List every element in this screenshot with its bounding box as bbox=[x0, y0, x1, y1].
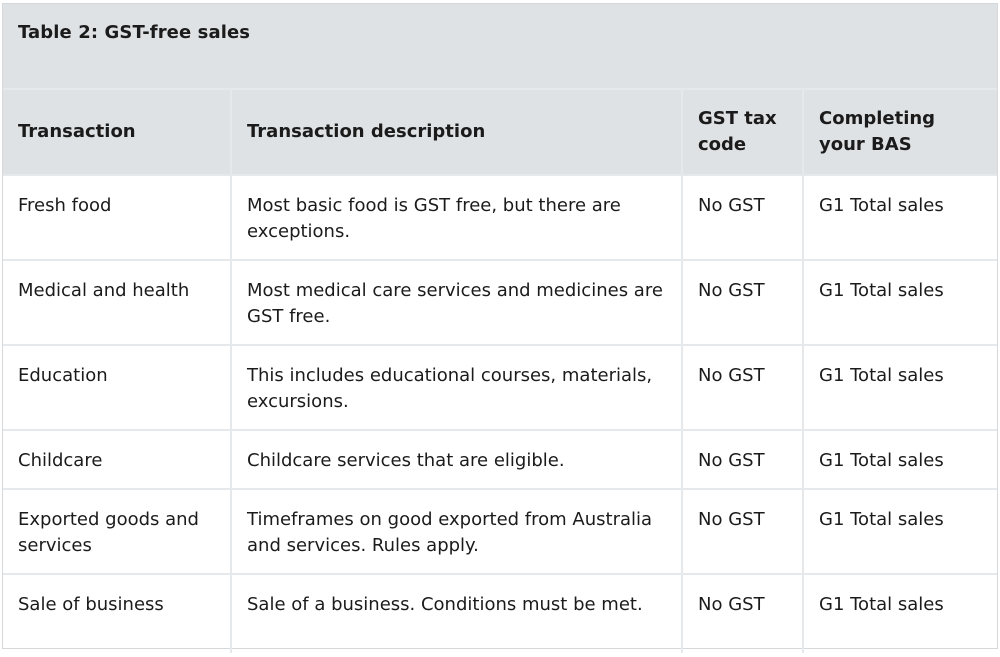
table-caption: Table 2: GST-free sales bbox=[3, 4, 997, 88]
cell-description: Sale of a business. Conditions must be m… bbox=[230, 573, 683, 653]
table-row: Medical and health Most medical care ser… bbox=[3, 259, 997, 346]
cell-bas: G1 Total sales bbox=[802, 344, 997, 431]
cell-tax-code: No GST bbox=[681, 174, 804, 261]
table-row: Fresh food Most basic food is GST free, … bbox=[3, 174, 997, 261]
header-completing-your-bas: Completing your BAS bbox=[802, 88, 997, 176]
cell-bas: G1 Total sales bbox=[802, 429, 997, 490]
cell-description: This includes educational courses, mater… bbox=[230, 344, 683, 431]
cell-bas: G1 Total sales bbox=[802, 488, 997, 575]
cell-transaction: Fresh food bbox=[3, 174, 232, 261]
cell-description: Most basic food is GST free, but there a… bbox=[230, 174, 683, 261]
cell-bas: G1 Total sales bbox=[802, 573, 997, 653]
table-row: Childcare Childcare services that are el… bbox=[3, 429, 997, 490]
cell-tax-code: No GST bbox=[681, 573, 804, 653]
cell-tax-code: No GST bbox=[681, 259, 804, 346]
cell-bas: G1 Total sales bbox=[802, 174, 997, 261]
table-row: Exported goods and services Timeframes o… bbox=[3, 488, 997, 575]
cell-tax-code: No GST bbox=[681, 429, 804, 490]
header-gst-tax-code: GST tax code bbox=[681, 88, 804, 176]
header-transaction: Transaction bbox=[3, 88, 232, 176]
cell-bas: G1 Total sales bbox=[802, 259, 997, 346]
cell-description: Timeframes on good exported from Austral… bbox=[230, 488, 683, 575]
header-transaction-description: Transaction description bbox=[230, 88, 683, 176]
cell-description: Childcare services that are eligible. bbox=[230, 429, 683, 490]
cell-tax-code: No GST bbox=[681, 488, 804, 575]
cell-transaction: Childcare bbox=[3, 429, 232, 490]
table-header-row: Transaction Transaction description GST … bbox=[3, 88, 997, 176]
table-grid: Transaction Transaction description GST … bbox=[3, 88, 997, 653]
cell-transaction: Education bbox=[3, 344, 232, 431]
cell-transaction: Exported goods and services bbox=[3, 488, 232, 575]
cell-transaction: Medical and health bbox=[3, 259, 232, 346]
gst-free-sales-table: Table 2: GST-free sales Transaction Tran… bbox=[2, 3, 998, 653]
table-row: Education This includes educational cour… bbox=[3, 344, 997, 431]
table-row: Sale of business Sale of a business. Con… bbox=[3, 573, 997, 653]
cell-tax-code: No GST bbox=[681, 344, 804, 431]
cell-description: Most medical care services and medicines… bbox=[230, 259, 683, 346]
cell-transaction: Sale of business bbox=[3, 573, 232, 653]
